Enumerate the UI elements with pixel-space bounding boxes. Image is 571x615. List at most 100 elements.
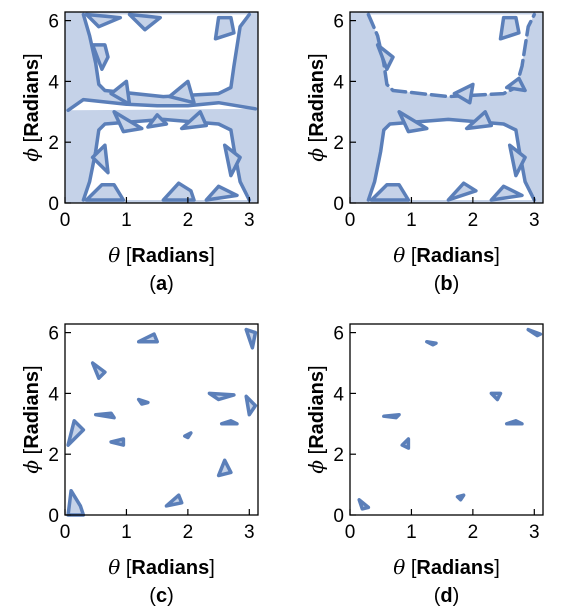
x-tick-label: 0: [345, 210, 356, 231]
region-lobe-6: [164, 493, 184, 508]
y-axis-label: ϕ [Radians]: [304, 365, 328, 473]
panel-b: 0 1 2 3 0 2 4 6 θ [Radians] ϕ [Radians] (b): [285, 0, 570, 303]
region-lobe-2: [400, 437, 411, 450]
y-tick-label: 0: [333, 194, 344, 215]
plot-area: [66, 327, 258, 517]
region-lobe-10: [204, 184, 239, 202]
y-tick-label: 2: [48, 133, 59, 154]
y-tick-label: 6: [333, 324, 344, 345]
region-lobe-9: [219, 419, 239, 426]
y-tick-label: 4: [333, 72, 344, 93]
y-axis-label: ϕ [Radians]: [19, 365, 43, 473]
y-tick-label: 6: [48, 12, 59, 33]
panel-c: 0 1 2 3 0 2 4 6 θ [Radians] ϕ [Radians] (c): [0, 312, 285, 615]
x-tick-label: 2: [468, 210, 479, 231]
x-axis-label: θ [Radians]: [108, 555, 215, 579]
region-lobe-11: [452, 82, 475, 105]
region-lobe-15: [146, 113, 169, 129]
y-tick-label: 4: [333, 384, 344, 405]
panel-a: 0 1 2 3 0 2 4 6 θ [Radians] ϕ [Radians] (a): [0, 0, 285, 303]
x-tick-label: 3: [529, 522, 540, 543]
x-tick-label: 0: [345, 522, 356, 543]
region-lobe-7: [207, 391, 236, 402]
y-tick-label: 6: [333, 12, 344, 33]
region-lobe-9: [397, 110, 429, 134]
region-lobe-6: [222, 143, 242, 178]
y-tick-label: 0: [48, 506, 59, 527]
y-tick-label: 0: [333, 506, 344, 527]
chart-b: 0 1 2 3 0 2 4 6 θ [Radians] ϕ [Radians] (b): [304, 11, 544, 295]
x-tick-label: 2: [468, 522, 479, 543]
plot-area: [65, 12, 258, 203]
panel-d: 0 1 2 3 0 2 4 6 θ [Radians] ϕ [Radians] (d): [285, 312, 570, 615]
x-tick-label: 3: [529, 210, 540, 231]
y-tick-label: 2: [48, 445, 59, 466]
chart-c: 0 1 2 3 0 2 4 6 θ [Radians] ϕ [Radians] (c): [19, 323, 259, 607]
region-lobe-10: [464, 110, 494, 131]
chart-d: 0 1 2 3 0 2 4 6 θ [Radians] ϕ [Radians] (d): [304, 323, 544, 607]
plot-frame: [349, 11, 544, 204]
region-lobe-12: [504, 76, 527, 93]
region-lobe-7: [446, 181, 478, 202]
region-lobe-11: [84, 12, 123, 29]
panel-label: (b): [434, 273, 460, 295]
region-lobe-6: [504, 419, 524, 426]
chart-a: 0 1 2 3 0 2 4 6 θ [Radians] ϕ [Radians] (a): [19, 11, 259, 295]
x-tick-label: 1: [406, 210, 417, 231]
y-axis-label: ϕ [Radians]: [304, 53, 328, 161]
region-outline-1: [81, 12, 252, 99]
x-tick-label: 1: [121, 522, 132, 543]
plot-frame: [64, 323, 259, 516]
plot-area: [357, 327, 543, 511]
region-lobe-3: [425, 339, 438, 347]
x-axis-label: θ [Radians]: [108, 243, 215, 267]
y-tick-label: 2: [333, 445, 344, 466]
y-axis-label: ϕ [Radians]: [19, 53, 43, 161]
region-lobe-13: [183, 431, 193, 440]
region-lobe-5: [136, 332, 159, 344]
region-lobe-4: [455, 493, 466, 502]
region-lobe-11: [244, 394, 258, 417]
region-lobe-4: [109, 437, 126, 447]
region-lobe-12: [127, 12, 162, 32]
plot-frame: [349, 323, 544, 516]
x-tick-label: 1: [406, 522, 417, 543]
panel-label: (a): [149, 273, 173, 295]
y-tick-label: 0: [48, 194, 59, 215]
region-lobe-4: [90, 43, 110, 71]
region-lobe-5: [507, 143, 527, 178]
x-axis-label: θ [Radians]: [393, 243, 500, 267]
region-lobe-1: [382, 412, 401, 420]
region-lobe-10: [244, 327, 258, 350]
region-lobe-8: [489, 184, 524, 202]
x-axis-label: θ [Radians]: [393, 555, 500, 579]
region-lobe-13: [112, 110, 144, 134]
y-tick-label: 4: [48, 384, 59, 405]
plot-area: [350, 12, 543, 203]
x-tick-label: 0: [60, 210, 71, 231]
x-tick-label: 3: [244, 210, 255, 231]
y-tick-label: 6: [48, 324, 59, 345]
region-outline-3: [66, 97, 258, 113]
plot-frame: [64, 11, 259, 204]
region-lobe-0: [357, 498, 371, 511]
region-lobe-3: [93, 411, 116, 420]
region-lobe-12: [136, 397, 150, 406]
x-tick-label: 2: [183, 522, 194, 543]
panel-label: (c): [149, 585, 173, 607]
x-tick-label: 0: [60, 522, 71, 543]
y-tick-label: 4: [48, 72, 59, 93]
region-lobe-8: [216, 458, 233, 478]
region-lobe-4: [498, 15, 521, 41]
region-lobe-6: [369, 183, 411, 202]
region-lobe-0: [66, 488, 86, 517]
x-tick-label: 3: [244, 522, 255, 543]
region-lobe-16: [109, 79, 132, 106]
region-lobe-7: [90, 143, 110, 175]
panel-label: (d): [434, 585, 460, 607]
region-lobe-7: [526, 327, 543, 338]
x-tick-label: 1: [121, 210, 132, 231]
region-lobe-9: [161, 181, 196, 202]
region-lobe-5: [213, 15, 236, 41]
region-lobe-17: [167, 79, 196, 105]
